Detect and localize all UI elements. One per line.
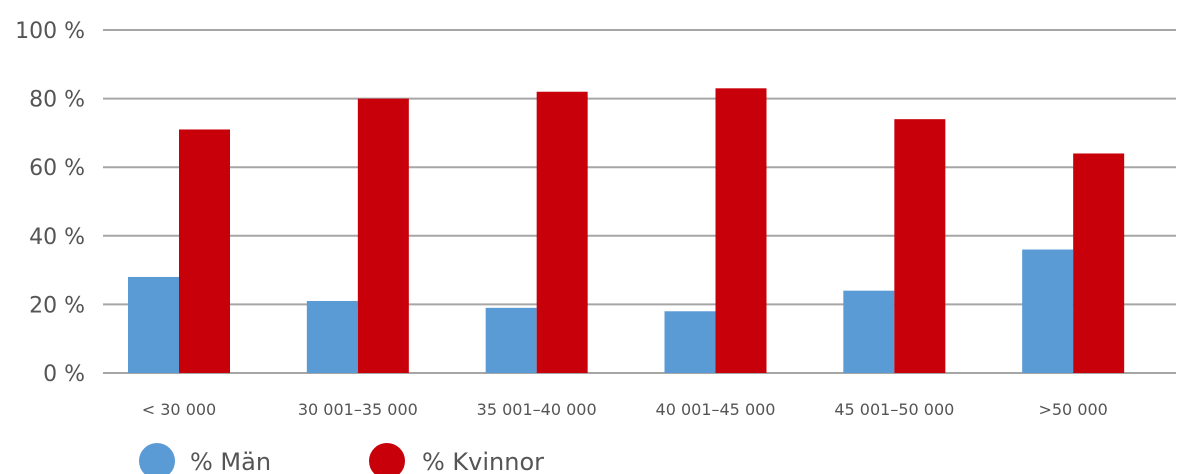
x-axis-tick-labels: < 30 000 30 001–35 000 35 001–40 000 40 001… bbox=[142, 400, 1108, 419]
y-tick-label: 100 % bbox=[15, 19, 85, 44]
x-tick-label: >50 000 bbox=[1038, 400, 1107, 419]
x-tick-label: 35 001–40 000 bbox=[477, 400, 597, 419]
bar-kvinnor-5 bbox=[1073, 153, 1125, 373]
y-tick-label: 20 % bbox=[29, 293, 85, 318]
gridlines bbox=[103, 29, 1176, 374]
x-tick-label: 40 001–45 000 bbox=[656, 400, 776, 419]
legend-label-man: % Män bbox=[190, 448, 271, 474]
bar-man-1 bbox=[306, 300, 358, 373]
bar-man-3 bbox=[664, 311, 716, 373]
bar-kvinnor-4 bbox=[894, 119, 946, 374]
bar-kvinnor-3 bbox=[715, 88, 767, 373]
y-axis-tick-labels: 0 % 20 % 40 % 60 % 80 % 100 % bbox=[15, 19, 85, 387]
x-tick-label: 45 001–50 000 bbox=[834, 400, 954, 419]
bar-man-4 bbox=[843, 290, 895, 373]
bar-man-2 bbox=[485, 307, 537, 373]
bar-kvinnor-2 bbox=[536, 91, 588, 374]
legend: % Män % Kvinnor bbox=[137, 441, 544, 474]
legend-label-kvinnor: % Kvinnor bbox=[422, 448, 544, 474]
legend-marker-man bbox=[137, 441, 177, 474]
bar-kvinnor-1 bbox=[357, 98, 409, 373]
y-tick-label: 40 % bbox=[29, 225, 85, 250]
y-tick-label: 60 % bbox=[29, 156, 85, 181]
bar-man-5 bbox=[1022, 249, 1074, 373]
x-tick-label: 30 001–35 000 bbox=[298, 400, 418, 419]
bar-man-0 bbox=[128, 276, 179, 373]
bars bbox=[128, 88, 1125, 374]
y-tick-label: 80 % bbox=[29, 88, 85, 113]
legend-marker-kvinnor bbox=[367, 441, 407, 474]
bar-kvinnor-0 bbox=[179, 129, 230, 373]
x-tick-label: < 30 000 bbox=[142, 400, 216, 419]
y-tick-label: 0 % bbox=[43, 362, 85, 387]
